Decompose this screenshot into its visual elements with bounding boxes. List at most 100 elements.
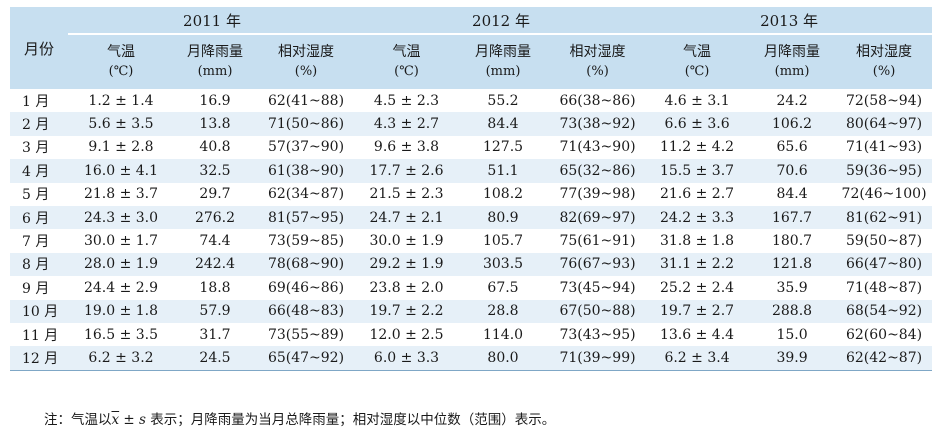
column-header-unit: (%) — [586, 64, 609, 79]
column-header-unit: (℃) — [108, 64, 134, 79]
value-cell: 288.8 — [748, 299, 837, 323]
value-cell: 24.3 ± 3.0 — [68, 205, 174, 230]
column-header-temp: 气温 (℃) — [68, 34, 174, 89]
value-cell: 73(59~85) — [267, 233, 345, 250]
month-cell: 7 月 — [22, 234, 50, 251]
column-header-name: 月降雨量 — [764, 44, 821, 60]
value-cell: 72(46~100) — [841, 186, 927, 203]
value-cell: 57(37~90) — [267, 139, 345, 156]
value-cell: 59(50~87) — [845, 233, 923, 250]
table-row: 2 月 5.6 ± 3.5 13.8 71(50~86) 4.3 ± 2.7 84.4 73… — [10, 112, 933, 136]
column-header-temp: 气温 (℃) — [356, 34, 458, 89]
column-header-unit: (%) — [294, 64, 318, 79]
value-cell: 105.7 — [482, 233, 524, 250]
value-cell: 31.7 — [199, 326, 231, 343]
value-cell: 16.0 ± 4.1 — [68, 159, 174, 183]
value-cell: 73(45~94) — [559, 279, 636, 296]
column-header-name: 月降雨量 — [187, 44, 243, 60]
column-header-name: 相对湿度 — [569, 44, 626, 60]
value-cell: 6.2 ± 3.4 — [646, 346, 749, 371]
value-cell: 6.2 ± 3.2 — [68, 346, 174, 371]
month-cell: 12 月 — [10, 346, 68, 371]
value-cell: 62(34~87) — [267, 186, 345, 203]
note-mean-symbol: x — [111, 412, 120, 428]
column-header-unit: (mm) — [485, 64, 521, 79]
value-cell: 84.4 — [457, 112, 550, 136]
value-cell: 121.8 — [748, 252, 837, 277]
month-column-header: 月份 — [10, 7, 68, 89]
value-cell: 40.8 — [199, 139, 231, 156]
value-cell: 106.2 — [748, 112, 837, 136]
value-cell: 25.2 ± 2.4 — [659, 279, 735, 296]
value-cell: 29.7 — [199, 186, 231, 203]
column-header-name: 气温 — [683, 44, 712, 60]
value-cell: 19.0 ± 1.8 — [68, 299, 174, 323]
value-cell: 24.7 ± 2.1 — [356, 205, 458, 230]
year-header-row: 月份 2011 年 2012 年 2013 年 — [10, 7, 933, 89]
column-header-name: 月降雨量 — [475, 44, 532, 60]
climate-table: 月份 2011 年 2012 年 2013 年 气温 (℃) 月降雨量 (mm) 相对湿… — [10, 7, 933, 371]
value-cell: 5.6 ± 3.5 — [68, 112, 174, 136]
table-row: 4 月 16.0 ± 4.1 32.5 61(38~90) 17.7 ± 2.6 51.1… — [10, 159, 933, 183]
value-cell: 167.7 — [748, 205, 837, 230]
column-header-rainfall: 月降雨量 (mm) — [457, 34, 550, 89]
value-cell: 66(38~86) — [559, 92, 636, 109]
value-cell: 73(55~89) — [267, 326, 345, 343]
value-cell: 71(41~93) — [845, 139, 923, 156]
note-sd-symbol: s — [139, 412, 146, 428]
value-cell: 55.2 — [487, 92, 519, 109]
value-cell: 13.6 ± 4.4 — [659, 326, 735, 343]
month-cell: 10 月 — [10, 299, 68, 323]
value-cell: 75(61~91) — [559, 233, 636, 250]
value-cell: 62(42~87) — [836, 346, 933, 371]
table-row: 1 月 1.2 ± 1.4 16.9 62(41~88) 4.5 ± 2.3 55.2 66… — [10, 89, 932, 112]
value-cell: 76(67~93) — [549, 252, 647, 277]
table-row: 5 月 21.8 ± 3.7 29.7 62(34~87) 21.5 ± 2.3 108.… — [10, 183, 932, 206]
value-cell: 73(43~95) — [559, 326, 636, 343]
value-cell: 24.5 — [174, 346, 256, 371]
value-cell: 180.7 — [771, 233, 813, 250]
value-cell: 23.8 ± 2.0 — [369, 279, 444, 296]
value-cell: 51.1 — [457, 159, 550, 183]
column-header-humidity: 相对湿度 (%) — [256, 34, 357, 89]
value-cell: 39.9 — [748, 346, 837, 371]
value-cell: 276.2 — [174, 205, 256, 230]
value-cell: 13.8 — [174, 112, 256, 136]
value-cell: 19.7 ± 2.7 — [646, 299, 749, 323]
value-cell: 17.7 ± 2.6 — [356, 159, 458, 183]
column-header-unit: (℃) — [684, 64, 710, 79]
month-cell: 6 月 — [10, 205, 68, 230]
table-row: 8 月 28.0 ± 1.9 242.4 78(68~90) 29.2 ± 1.9 303… — [10, 252, 933, 277]
value-cell: 21.5 ± 2.3 — [369, 186, 444, 203]
value-cell: 9.6 ± 3.8 — [373, 139, 440, 156]
value-cell: 61(38~90) — [256, 159, 357, 183]
value-cell: 9.1 ± 2.8 — [88, 139, 154, 156]
table-note: 注：气温以x ± s 表示；月降雨量为当月总降雨量；相对湿度以中位数（范围）表示… — [44, 412, 555, 428]
column-header-unit: (℃) — [394, 64, 419, 79]
value-cell: 66(47~80) — [836, 252, 933, 277]
value-cell: 81(62~91) — [836, 205, 933, 230]
value-cell: 24.2 ± 3.3 — [646, 205, 749, 230]
column-header-row: 气温 (℃) 月降雨量 (mm) 相对湿度 (%) 气温 (℃) 月降雨量 (mm) 相对湿度 (%)… — [10, 34, 933, 89]
month-cell: 1 月 — [22, 93, 50, 110]
value-cell: 57.9 — [174, 299, 256, 323]
table-row: 6 月 24.3 ± 3.0 276.2 81(57~95) 24.7 ± 2.1 80.… — [10, 205, 933, 230]
month-cell: 8 月 — [10, 252, 68, 277]
value-cell: 16.9 — [199, 92, 231, 109]
value-cell: 18.8 — [199, 279, 231, 296]
value-cell: 242.4 — [174, 252, 256, 277]
column-header-name: 相对湿度 — [856, 44, 913, 60]
value-cell: 11.2 ± 4.2 — [659, 139, 735, 156]
column-header-rainfall: 月降雨量 (mm) — [174, 34, 256, 89]
value-cell: 73(38~92) — [549, 112, 647, 136]
month-cell: 9 月 — [22, 280, 50, 297]
value-cell: 71(50~86) — [256, 112, 357, 136]
month-cell: 5 月 — [22, 187, 50, 204]
note-suffix: 表示；月降雨量为当月总降雨量；相对湿度以中位数（范围）表示。 — [145, 412, 556, 428]
value-cell: 65(47~92) — [256, 346, 357, 371]
note-prefix: 注：气温以 — [44, 412, 112, 428]
value-cell: 81(57~95) — [256, 205, 357, 230]
value-cell: 65(32~86) — [549, 159, 647, 183]
value-cell: 67.5 — [487, 279, 519, 296]
value-cell: 29.2 ± 1.9 — [356, 252, 458, 277]
